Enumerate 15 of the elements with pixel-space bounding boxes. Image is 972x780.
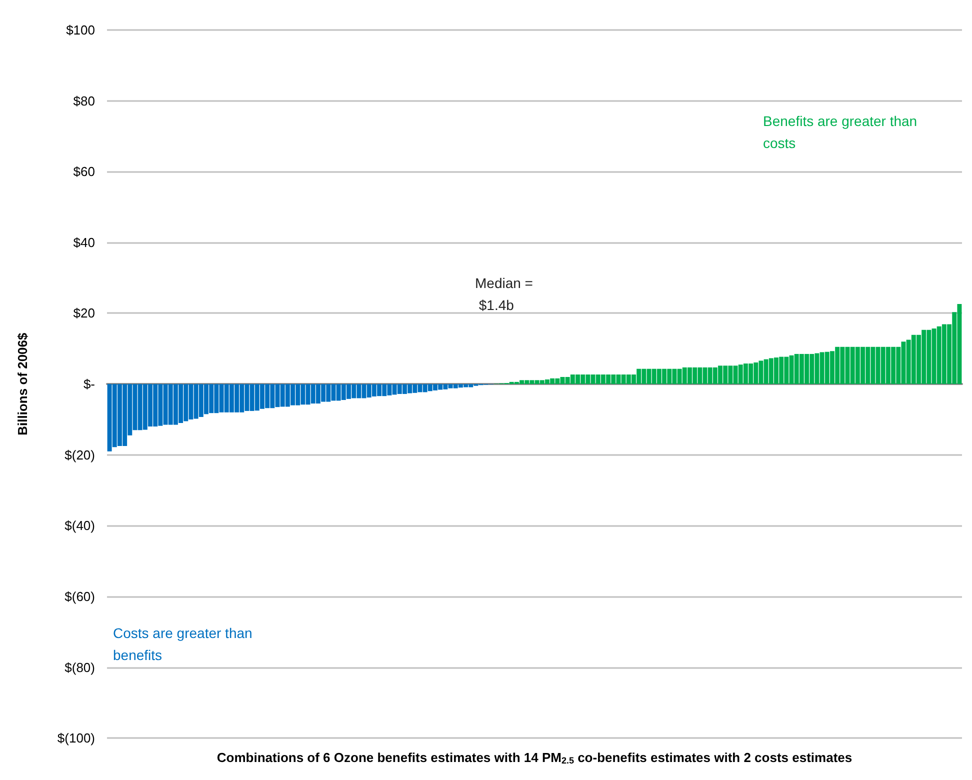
y-tick-label: $60 xyxy=(73,164,95,180)
y-tick-label: $(20) xyxy=(64,447,95,462)
y-tick-label: $20 xyxy=(73,306,95,321)
y-tick-label: $80 xyxy=(73,93,95,108)
annotation: Median = $1.4b xyxy=(475,275,533,313)
y-tick-label: $100 xyxy=(66,22,95,38)
y-tick-label: $(100) xyxy=(57,730,95,746)
y-axis-title: Billions of 2006$ xyxy=(15,332,30,436)
annotation: Costs are greater than benefits xyxy=(113,625,256,663)
y-tick-label: $40 xyxy=(73,234,95,250)
y-tick-label: $(80) xyxy=(64,660,95,675)
y-tick-label: $(40) xyxy=(64,518,95,534)
y-tick-label: $- xyxy=(83,376,95,392)
annotation: Benefits are greater than costs xyxy=(763,113,921,151)
y-tick-label: $(60) xyxy=(64,588,95,604)
